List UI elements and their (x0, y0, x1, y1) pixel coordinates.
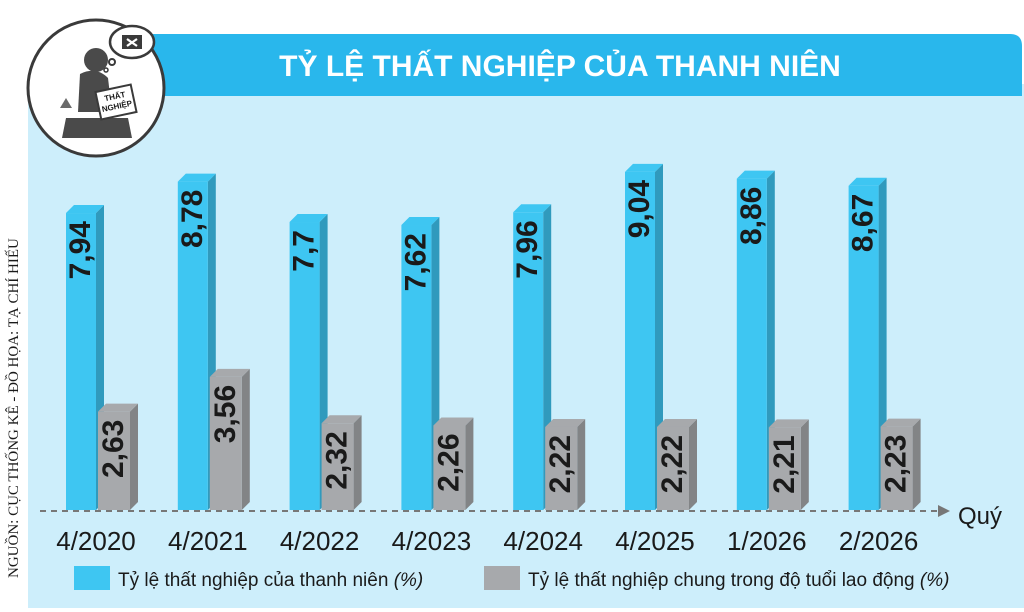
legend-name-youth: Tỷ lệ thất nghiệp của thanh niên (118, 570, 388, 591)
bar-general-2-side (353, 415, 362, 510)
title-banner (120, 34, 1022, 96)
x-tick-label-4: 4/2024 (503, 526, 583, 556)
bar-youth-4-label: 7,96 (511, 220, 544, 278)
bar-youth-0: 7,94 (64, 205, 104, 510)
bar-general-6-label: 2,21 (768, 435, 801, 493)
bar-general-5: 2,22 (656, 418, 697, 510)
bar-youth-4-front (513, 212, 544, 510)
bar-general-3-side (465, 417, 474, 510)
bar-general-7-side (912, 418, 921, 510)
bar-general-3: 2,26 (432, 417, 474, 510)
bar-general-6-side (800, 419, 809, 510)
sign-text-line1: THẤT (103, 89, 126, 103)
series-general: 2,63 3,56 2,32 2,26 2,22 2,22 2,21 2,23 (97, 368, 921, 510)
bar-general-5-front (657, 426, 689, 510)
series-youth: 7,94 8,78 7,7 7,62 7,96 9,04 8,86 8,67 (64, 163, 887, 511)
bar-general-6-top (768, 419, 809, 428)
bar-youth-2-label: 7,7 (288, 230, 321, 272)
bar-youth-6-label: 8,86 (735, 187, 768, 245)
bar-youth-5-front (625, 171, 655, 511)
x-tick-label-7: 2/2026 (839, 526, 919, 556)
legend: Tỷ lệ thất nghiệp của thanh niên (%) Tỷ … (74, 566, 949, 591)
bar-youth-6-front (736, 178, 767, 511)
bar-general-2: 2,32 (321, 415, 362, 510)
bar-general-7: 2,23 (880, 418, 921, 510)
bar-youth-1: 8,78 (176, 173, 216, 511)
legend-unit-general: (%) (920, 570, 950, 591)
legend-label-general: Tỷ lệ thất nghiệp chung trong độ tuổi la… (528, 570, 949, 591)
bar-general-1-side (241, 368, 250, 510)
bar-youth-3-label: 7,62 (399, 233, 432, 291)
bar-general-0-label: 2,63 (97, 420, 130, 478)
bar-youth-6-top (736, 170, 775, 179)
bar-youth-3-front (401, 225, 432, 510)
bar-general-7-top (880, 418, 921, 427)
bar-general-1-top (209, 368, 250, 377)
bar-general-0-top (98, 403, 138, 412)
bar-general-7-front (880, 426, 913, 510)
bar-general-0: 2,63 (97, 403, 138, 510)
bar-general-6: 2,21 (768, 419, 809, 510)
bar-general-4-top (545, 418, 586, 427)
legend-swatch-general (484, 566, 520, 590)
x-tick-label-1: 4/2021 (168, 526, 248, 556)
bar-general-6-front (768, 427, 801, 510)
bar-general-5-label: 2,22 (656, 435, 689, 493)
bar-general-1-label: 3,56 (209, 385, 242, 443)
bar-youth-1-front (177, 181, 208, 511)
bar-general-2-front (321, 423, 354, 510)
bar-youth-2-front (289, 222, 320, 510)
bar-youth-1-top (177, 173, 216, 182)
x-tick-label-0: 4/2020 (56, 526, 136, 556)
legend-unit-youth: (%) (394, 570, 424, 591)
bar-youth-7-label: 8,67 (847, 194, 880, 252)
x-tick-label-5: 4/2025 (615, 526, 695, 556)
unemployed-person-icon: THẤT NGHIỆP (26, 18, 166, 158)
legend-name-general: Tỷ lệ thất nghiệp chung trong độ tuổi la… (528, 570, 915, 591)
bar-general-5-side (689, 418, 697, 510)
x-tick-label-3: 4/2023 (392, 526, 472, 556)
source-credit: NGUỒN: CỤC THỐNG KÊ - ĐỒ HỌA: TẠ CHÍ HIẾ… (4, 238, 22, 578)
bar-general-2-top (321, 415, 362, 424)
bar-general-3-front (433, 425, 466, 510)
bar-general-3-label: 2,26 (432, 433, 465, 491)
bar-general-0-front (98, 411, 130, 510)
bar-youth-7-front (848, 185, 879, 510)
bar-general-4-label: 2,22 (544, 435, 577, 493)
bar-general-5-top (657, 418, 697, 427)
bar-youth-5-top (625, 163, 663, 172)
bar-general-3-top (433, 417, 474, 426)
bar-youth-0-front (66, 213, 96, 510)
bar-general-4-front (545, 426, 578, 510)
unemployment-sign (94, 83, 138, 121)
x-axis-name: Quý (958, 503, 1002, 530)
bar-youth-0-label: 7,94 (64, 221, 97, 280)
legend-label-youth: Tỷ lệ thất nghiệp của thanh niên (%) (118, 570, 423, 591)
bar-youth-5-label: 9,04 (623, 180, 656, 239)
bar-general-1: 3,56 (209, 368, 250, 510)
legend-swatch-youth (74, 566, 110, 590)
bar-general-2-label: 2,32 (321, 431, 354, 489)
x-axis-arrow-icon (938, 505, 950, 517)
bar-general-4: 2,22 (544, 418, 586, 510)
bar-general-4-side (577, 418, 586, 510)
chart-title: TỶ LỆ THẤT NGHIỆP CỦA THANH NIÊN (279, 49, 841, 83)
bar-youth-7: 8,67 (847, 177, 887, 510)
bar-youth-2-top (289, 214, 328, 223)
bar-youth-1-label: 8,78 (176, 190, 209, 248)
bar-youth-4-top (513, 204, 552, 213)
bar-youth-3-top (401, 217, 440, 226)
bar-general-0-side (130, 403, 138, 510)
x-tick-label-6: 1/2026 (727, 526, 807, 556)
bar-general-7-label: 2,23 (880, 435, 913, 493)
bar-general-1-front (209, 376, 242, 510)
bar-youth-0-top (66, 205, 104, 214)
bar-youth-7-top (848, 177, 887, 186)
x-tick-labels: 4/2020 4/2021 4/2022 4/2023 4/2024 4/2025 1/20… (56, 526, 918, 556)
x-tick-label-2: 4/2022 (280, 526, 360, 556)
